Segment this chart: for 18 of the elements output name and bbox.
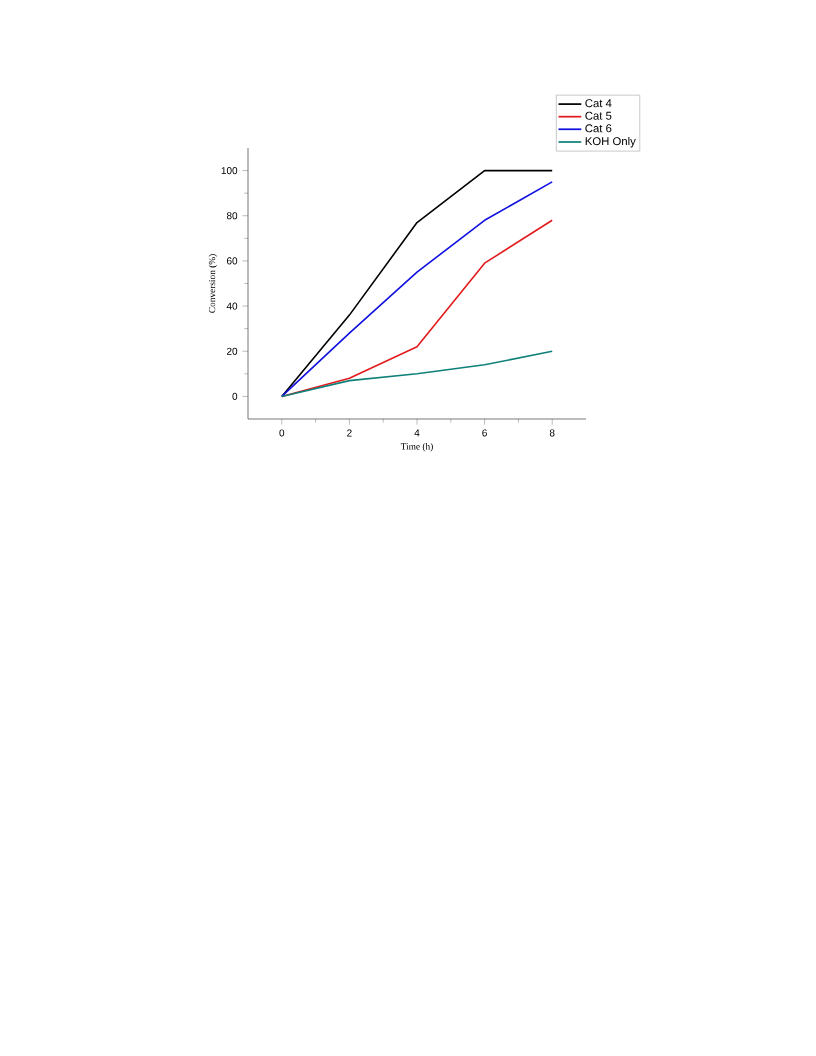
x-tick-label: 8 <box>549 429 555 437</box>
y-tick-label: 60 <box>226 257 238 265</box>
x-tick-label: 6 <box>482 429 487 437</box>
line-series <box>281 350 553 398</box>
x-tick-label: 0 <box>279 429 285 437</box>
y-tick-label: 100 <box>221 167 238 175</box>
y-tick-label: 20 <box>226 347 238 355</box>
y-tick-label: 80 <box>226 212 238 220</box>
legend-label: Cat 6 <box>585 124 612 133</box>
legend-label: Cat 4 <box>585 99 612 108</box>
y-axis-title: Conversion (%) <box>208 254 218 313</box>
y-tick-label: 40 <box>226 302 238 310</box>
x-axis-title: Time (h) <box>400 442 433 452</box>
legend-label: Cat 5 <box>585 111 612 120</box>
x-tick-label: 2 <box>347 429 352 437</box>
x-tick-label: 4 <box>414 429 420 437</box>
legend-label: KOH Only <box>585 136 636 148</box>
y-tick-label: 0 <box>232 392 238 400</box>
